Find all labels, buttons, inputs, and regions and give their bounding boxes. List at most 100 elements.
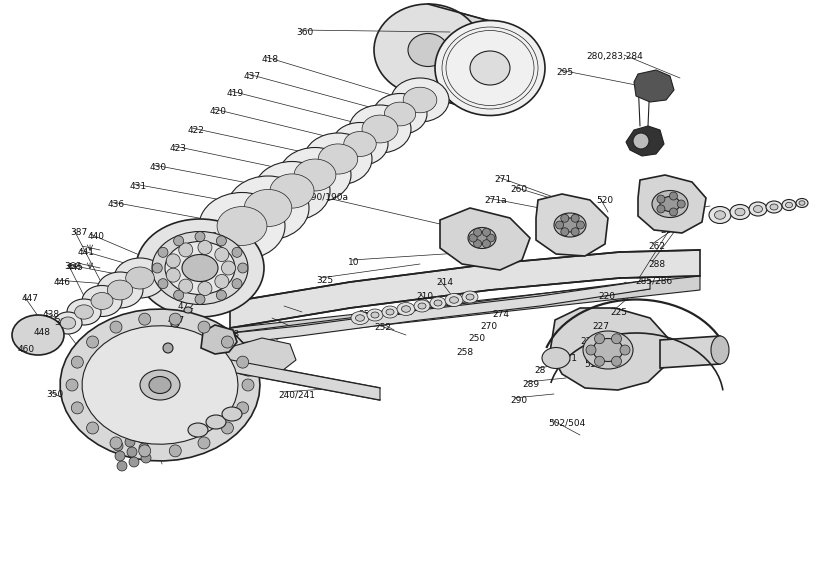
Circle shape (86, 422, 99, 434)
Circle shape (198, 321, 210, 333)
Circle shape (117, 461, 127, 471)
Polygon shape (550, 308, 668, 390)
Ellipse shape (408, 34, 448, 66)
Ellipse shape (136, 219, 264, 317)
Circle shape (127, 447, 137, 457)
Circle shape (129, 457, 139, 467)
Text: 418: 418 (262, 55, 279, 64)
Text: 266: 266 (660, 226, 677, 235)
Text: 274: 274 (492, 310, 509, 319)
Text: 290: 290 (510, 396, 527, 405)
Ellipse shape (54, 312, 82, 334)
Ellipse shape (75, 305, 94, 319)
Text: 256: 256 (396, 308, 413, 317)
Text: 431: 431 (130, 182, 147, 191)
Circle shape (173, 290, 183, 300)
Text: 210: 210 (416, 292, 433, 301)
Circle shape (110, 321, 122, 333)
Text: 225: 225 (610, 308, 627, 317)
Ellipse shape (199, 193, 285, 260)
Text: 250: 250 (358, 310, 375, 319)
Circle shape (198, 282, 212, 295)
Ellipse shape (468, 228, 496, 249)
Circle shape (473, 228, 482, 236)
Circle shape (198, 240, 212, 254)
Circle shape (195, 232, 205, 241)
Ellipse shape (799, 201, 805, 205)
Circle shape (612, 334, 621, 344)
Text: 445: 445 (67, 263, 84, 272)
Ellipse shape (371, 312, 379, 318)
Text: 387: 387 (70, 228, 87, 237)
Ellipse shape (318, 144, 358, 174)
Circle shape (158, 279, 168, 289)
Text: 10: 10 (348, 258, 359, 267)
Text: 272: 272 (580, 337, 597, 346)
Circle shape (232, 247, 242, 257)
Circle shape (483, 228, 491, 236)
Text: 28: 28 (534, 366, 545, 375)
Ellipse shape (188, 423, 208, 437)
Text: 348: 348 (222, 330, 239, 339)
Ellipse shape (391, 78, 449, 122)
Ellipse shape (711, 336, 729, 364)
Ellipse shape (171, 321, 179, 327)
Text: 460: 460 (18, 345, 35, 354)
Text: 420: 420 (210, 107, 227, 116)
Circle shape (215, 274, 229, 289)
Circle shape (221, 422, 233, 434)
Circle shape (166, 254, 180, 268)
Text: 448: 448 (34, 328, 51, 337)
Ellipse shape (397, 303, 415, 315)
Text: 510: 510 (575, 208, 592, 217)
Circle shape (571, 228, 580, 236)
Polygon shape (218, 338, 296, 376)
Ellipse shape (466, 294, 474, 300)
Text: 227: 227 (592, 322, 609, 331)
Ellipse shape (82, 286, 122, 316)
Circle shape (473, 240, 482, 248)
Circle shape (487, 234, 495, 242)
Text: 240/241: 240/241 (278, 390, 315, 399)
Ellipse shape (414, 300, 430, 312)
Ellipse shape (351, 311, 369, 324)
Circle shape (216, 236, 226, 246)
Text: 438: 438 (43, 310, 60, 319)
Circle shape (469, 234, 478, 242)
Text: 501/503: 501/503 (546, 222, 584, 231)
Text: 280,283,284: 280,283,284 (586, 52, 643, 61)
Circle shape (594, 356, 604, 366)
Text: 423: 423 (170, 144, 187, 153)
Circle shape (242, 379, 254, 391)
Text: 335: 335 (202, 246, 219, 255)
Ellipse shape (382, 306, 398, 318)
Ellipse shape (749, 202, 767, 216)
Circle shape (612, 356, 621, 366)
Ellipse shape (401, 306, 410, 312)
Ellipse shape (561, 218, 579, 232)
Polygon shape (222, 280, 650, 345)
Circle shape (669, 192, 677, 200)
Polygon shape (428, 4, 490, 115)
Circle shape (237, 402, 249, 414)
Text: 419: 419 (227, 89, 244, 98)
Ellipse shape (786, 202, 792, 208)
Circle shape (669, 208, 677, 216)
Circle shape (594, 334, 604, 344)
Circle shape (66, 379, 78, 391)
Text: 440: 440 (88, 232, 105, 241)
Ellipse shape (165, 241, 235, 294)
Ellipse shape (304, 133, 372, 185)
Circle shape (72, 356, 83, 368)
Ellipse shape (332, 123, 388, 165)
Circle shape (169, 313, 182, 325)
Text: 437: 437 (244, 72, 261, 81)
Circle shape (215, 248, 229, 262)
Text: 446: 446 (54, 278, 71, 287)
Circle shape (221, 336, 233, 348)
Circle shape (139, 443, 149, 453)
Text: 330: 330 (200, 232, 217, 241)
Circle shape (152, 263, 162, 273)
Text: 502/504: 502/504 (548, 418, 585, 427)
Ellipse shape (182, 254, 218, 282)
